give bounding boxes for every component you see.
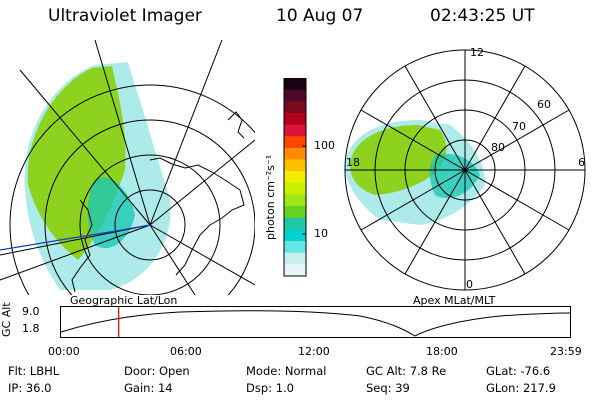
info-seq: Seq: 39 bbox=[366, 381, 410, 395]
apex-polar-plot bbox=[344, 49, 586, 291]
colorbar-gradient bbox=[284, 78, 306, 277]
colorbar-unit-label: photon cm⁻²s⁻¹ bbox=[264, 154, 277, 240]
timeline-xtick-0600: 06:00 bbox=[170, 345, 202, 358]
info-door: Door: Open bbox=[124, 364, 190, 378]
timeline-ytick-high: 9.0 bbox=[22, 305, 40, 318]
colorbar-segment bbox=[284, 159, 306, 172]
geomagnetic-line bbox=[0, 224, 151, 251]
colorbar bbox=[283, 78, 307, 277]
colorbar-segment bbox=[284, 206, 306, 219]
info-gain: Gain: 14 bbox=[124, 381, 173, 395]
colorbar-segment bbox=[284, 241, 306, 254]
colorbar-segment bbox=[284, 147, 306, 161]
latitude-circles bbox=[9, 84, 255, 295]
mlt-label-18: 18 bbox=[346, 156, 360, 169]
info-mode: Mode: Normal bbox=[246, 364, 327, 378]
colorbar-segment bbox=[284, 194, 306, 207]
colorbar-segment bbox=[284, 112, 306, 126]
timeline-ytick-low: 1.8 bbox=[22, 322, 40, 335]
mlt-label-6: 6 bbox=[578, 156, 585, 169]
colorbar-segment bbox=[284, 182, 306, 195]
colorbar-segment bbox=[284, 89, 306, 102]
colorbar-segment bbox=[284, 264, 306, 277]
colorbar-tick-100: 100 bbox=[314, 139, 335, 152]
colorbar-segment bbox=[284, 124, 306, 137]
colorbar-segment bbox=[284, 217, 306, 230]
info-glon: GLon: 217.9 bbox=[486, 381, 556, 395]
coastlines bbox=[71, 111, 245, 293]
colorbar-tick-10: 10 bbox=[314, 227, 328, 240]
timeline-xtick-1800: 18:00 bbox=[426, 345, 458, 358]
timeline-xtick-2359: 23:59 bbox=[550, 345, 582, 358]
colorbar-segment bbox=[284, 78, 306, 91]
apex-aurora-green bbox=[350, 125, 447, 195]
altitude-curve bbox=[60, 310, 571, 337]
geographic-image-panel bbox=[0, 40, 255, 295]
info-ip: IP: 36.0 bbox=[8, 381, 52, 395]
colorbar-segment bbox=[284, 101, 306, 114]
colorbar-segment bbox=[284, 171, 306, 184]
mlt-label-0: 0 bbox=[466, 278, 473, 291]
info-gc-alt: GC Alt: 7.8 Re bbox=[366, 364, 447, 378]
timeline-axis-label: GC Alt bbox=[0, 302, 13, 337]
longitude-lines bbox=[0, 40, 255, 295]
colorbar-segment bbox=[284, 229, 306, 242]
mlt-label-12: 12 bbox=[470, 46, 484, 59]
timeline-xtick-1200: 12:00 bbox=[298, 345, 330, 358]
geographic-caption: Geographic Lat/Lon bbox=[70, 294, 178, 307]
colorbar-segment bbox=[284, 252, 306, 265]
date-label: 10 Aug 07 bbox=[276, 6, 364, 26]
timeline-xtick-0000: 00:00 bbox=[48, 345, 80, 358]
time-label: 02:43:25 UT bbox=[430, 6, 535, 26]
colorbar-segment bbox=[284, 136, 306, 149]
altitude-timeline bbox=[60, 306, 571, 338]
info-flt: Flt: LBHL bbox=[8, 364, 60, 378]
mlat-label-80: 80 bbox=[491, 141, 505, 154]
apex-caption: Apex MLat/MLT bbox=[413, 294, 496, 307]
info-glat: GLat: -76.6 bbox=[486, 364, 551, 378]
instrument-title: Ultraviolet Imager bbox=[48, 6, 202, 26]
mlt-lines bbox=[345, 50, 585, 290]
mlat-label-60: 60 bbox=[537, 98, 551, 111]
info-dsp: Dsp: 1.0 bbox=[246, 381, 294, 395]
mlat-label-70: 70 bbox=[512, 120, 526, 133]
